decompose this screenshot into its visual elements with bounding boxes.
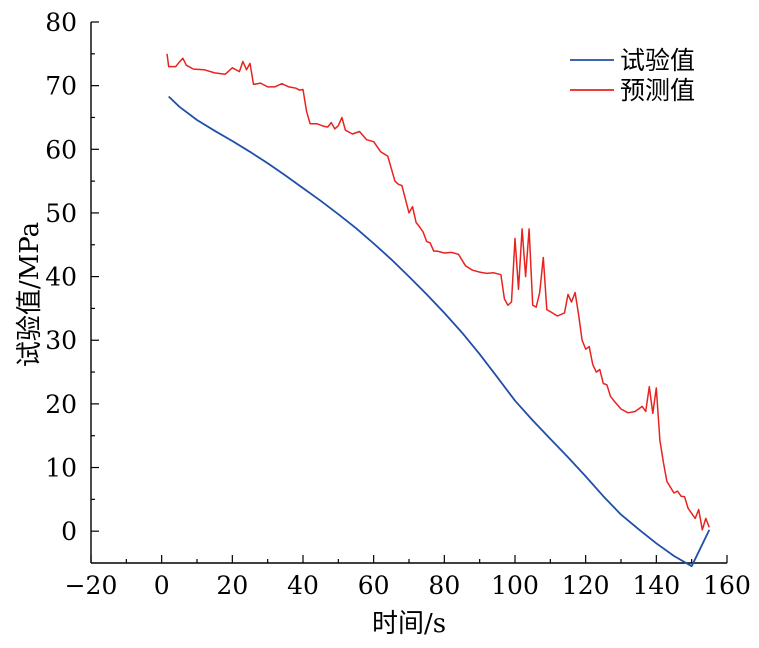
x-tick-label: 20 xyxy=(216,571,248,600)
y-axis-title: 试验值/MPa xyxy=(15,222,45,367)
x-tick-label: 0 xyxy=(154,571,170,600)
x-tick-label: 60 xyxy=(358,571,390,600)
legend-label: 试验值 xyxy=(620,46,695,75)
x-tick-label: 160 xyxy=(703,571,751,600)
y-tick-label: 30 xyxy=(45,326,77,355)
x-tick-label: −20 xyxy=(65,571,118,600)
ticks: −20 0 20 40 60 80 100 120 140 160 0 10 20 30 40 50 60 70 8… xyxy=(45,8,751,600)
y-tick-label: 80 xyxy=(45,8,77,37)
x-tick-label: 100 xyxy=(491,571,539,600)
legend-label: 预测值 xyxy=(620,76,695,105)
y-tick-label: 40 xyxy=(45,263,77,292)
y-tick-label: 0 xyxy=(61,517,77,546)
series-lines xyxy=(166,53,711,568)
y-tick-label: 20 xyxy=(45,390,77,419)
y-tick-label: 70 xyxy=(45,72,77,101)
x-tick-label: 140 xyxy=(632,571,680,600)
x-tick-label: 120 xyxy=(562,571,610,600)
series-line-1 xyxy=(168,95,711,568)
series-line-2 xyxy=(166,53,710,531)
y-tick-label: 60 xyxy=(45,135,77,164)
y-tick-label: 10 xyxy=(45,454,77,483)
y-tick-label: 50 xyxy=(45,199,77,228)
x-tick-label: 40 xyxy=(287,571,319,600)
x-axis-title: 时间/s xyxy=(372,609,446,639)
x-tick-label: 80 xyxy=(428,571,460,600)
